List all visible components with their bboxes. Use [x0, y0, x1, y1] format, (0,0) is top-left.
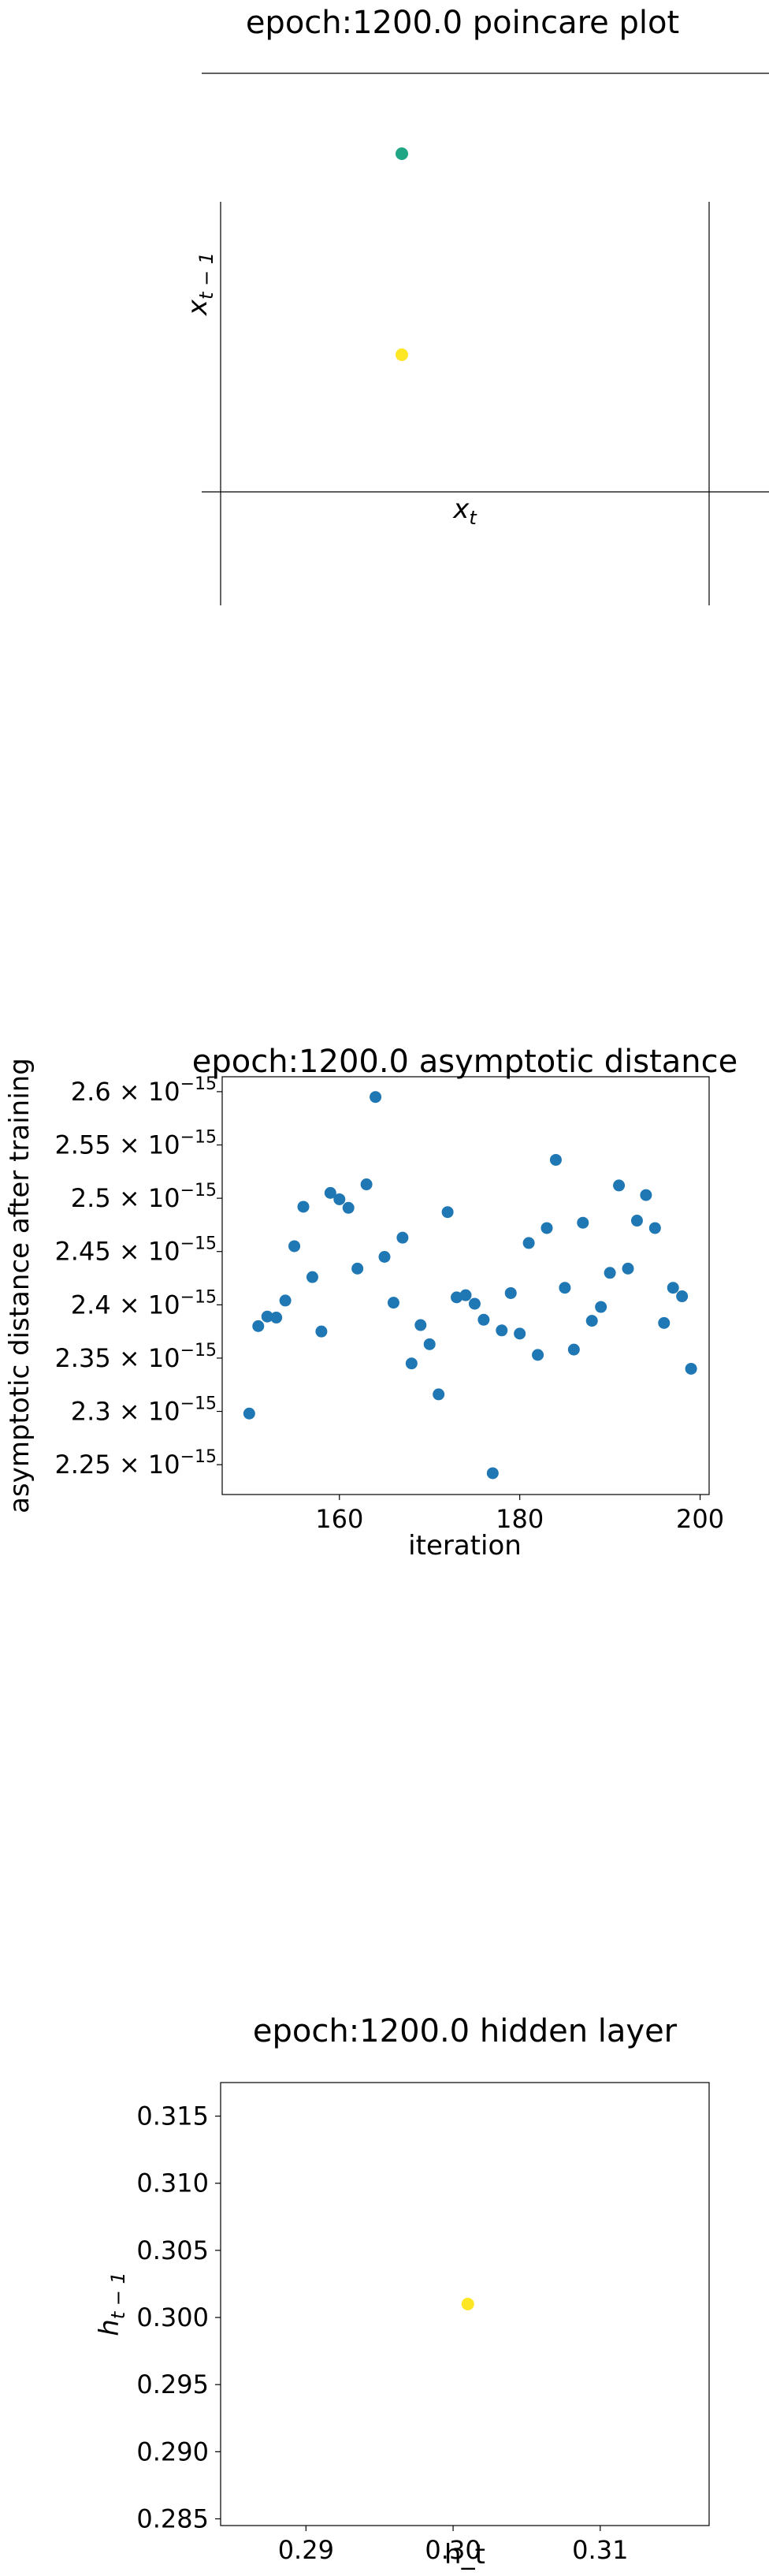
asymptotic-distance-chart: epoch:1200.0 asymptotic distance 2.25 × … [4, 1044, 737, 1562]
asym-point [315, 1325, 328, 1338]
asym-point [585, 1315, 598, 1327]
asym-point [549, 1153, 562, 1166]
hidden-y-ticks: 0.285 0.290 0.295 0.300 0.305 0.310 0.315 [136, 2101, 221, 2533]
asym-point [567, 1343, 580, 1356]
asym-xtick-label-2: 200 [676, 1504, 724, 1534]
asym-ytick-label-6: 2.55 × 10−15 [54, 1128, 217, 1160]
hid-ytick-label-4: 0.305 [136, 2235, 209, 2265]
asym-point [477, 1313, 490, 1326]
asym-point [658, 1316, 671, 1329]
asym-ytick-label-0: 2.25 × 10−15 [54, 1447, 217, 1480]
asym-point [496, 1324, 508, 1337]
asym-point [396, 1231, 409, 1244]
asym-point [252, 1320, 265, 1332]
asym-point [261, 1310, 273, 1323]
hidden-title: epoch:1200.0 hidden layer [253, 2013, 678, 2049]
asym-point [604, 1267, 616, 1279]
poincare-plot: epoch:1200.0 poincare plot xt xt − 1 [182, 5, 769, 605]
asym-point [333, 1193, 346, 1205]
poincare-point-1 [396, 348, 408, 361]
asym-xtick-label-1: 180 [496, 1504, 544, 1534]
asym-point [595, 1301, 607, 1313]
asym-point [297, 1201, 310, 1213]
asym-point [414, 1319, 427, 1331]
poincare-xlabel: xt [452, 493, 477, 529]
asym-point [559, 1282, 571, 1294]
asym-point [486, 1467, 499, 1480]
hid-ytick-label-3: 0.300 [136, 2302, 209, 2332]
hid-xtick-label-1: 0.30 [425, 2535, 481, 2565]
hidden-ylabel: ht − 1 [94, 2272, 129, 2336]
hidden-points [461, 2298, 474, 2310]
asym-point [405, 1357, 418, 1370]
asym-point [270, 1312, 283, 1324]
poincare-points [396, 147, 408, 361]
asym-ytick-label-5: 2.5 × 10−15 [71, 1181, 217, 1213]
asym-point [306, 1271, 318, 1283]
hidden-plot-frame [220, 2082, 710, 2526]
asym-point [468, 1297, 481, 1310]
asym-point [370, 1091, 382, 1104]
asym-point [441, 1206, 454, 1219]
asym-point [541, 1222, 553, 1234]
asymptotic-points [243, 1091, 697, 1480]
asym-point [532, 1349, 544, 1361]
asym-point [243, 1407, 255, 1420]
hid-ytick-label-5: 0.310 [136, 2168, 209, 2198]
asym-point [667, 1282, 679, 1294]
asym-point [459, 1289, 472, 1301]
asym-ytick-label-4: 2.45 × 10−15 [54, 1234, 217, 1267]
hid-ytick-label-1: 0.290 [136, 2436, 209, 2466]
asym-point [360, 1178, 373, 1191]
asym-ytick-label-2: 2.35 × 10−15 [54, 1341, 217, 1373]
asym-point [514, 1327, 526, 1340]
hidden-x-ticks: 0.29 0.30 0.31 [278, 2526, 628, 2565]
asymptotic-y-ticks: 2.25 × 10−15 2.3 × 10−15 2.35 × 10−15 2.4 ×… [54, 1074, 222, 1480]
hid-xtick-label-2: 0.31 [572, 2535, 628, 2565]
hid-ytick-label-6: 0.315 [136, 2101, 209, 2131]
asym-point [324, 1186, 336, 1199]
asym-point [433, 1388, 445, 1401]
asymptotic-x-ticks: 160 180 200 [315, 1495, 724, 1534]
asym-ytick-label-7: 2.6 × 10−15 [71, 1074, 217, 1107]
asymptotic-plot-frame [221, 1076, 710, 1495]
hid-xtick-label-0: 0.29 [278, 2535, 334, 2565]
asym-point [378, 1250, 391, 1263]
asym-point [288, 1240, 301, 1253]
asym-point [423, 1338, 436, 1350]
hidden-xlabel: h_t [444, 2539, 485, 2570]
asym-point [622, 1262, 634, 1275]
asym-point [640, 1189, 652, 1201]
asym-point [504, 1286, 517, 1299]
hid-ytick-label-0: 0.285 [136, 2503, 209, 2533]
hidden-layer-chart: epoch:1200.0 hidden layer 0.285 0.290 0.29… [94, 2013, 710, 2570]
poincare-ylabel: xt − 1 [182, 252, 217, 316]
asym-point [613, 1179, 626, 1192]
poincare-point-0 [396, 147, 408, 160]
asym-point [522, 1237, 535, 1249]
asym-point [279, 1294, 292, 1307]
asym-point [342, 1201, 355, 1214]
asym-point [648, 1222, 661, 1234]
asym-point [387, 1297, 399, 1309]
asym-point [676, 1290, 689, 1303]
poincare-title: epoch:1200.0 poincare plot [246, 5, 679, 41]
asym-ytick-label-1: 2.3 × 10−15 [71, 1394, 217, 1427]
asym-xtick-label-0: 160 [315, 1504, 363, 1534]
asym-ytick-label-3: 2.4 × 10−15 [71, 1287, 217, 1320]
asymptotic-ylabel: asymptotic distance after training [4, 1058, 35, 1513]
hid-point-0 [461, 2298, 474, 2310]
asymptotic-xlabel: iteration [408, 1530, 522, 1562]
asym-point [451, 1291, 463, 1304]
asym-point [630, 1215, 643, 1227]
asym-point [577, 1216, 589, 1229]
asym-point [351, 1262, 364, 1275]
asym-point [685, 1362, 697, 1375]
hid-ytick-label-2: 0.295 [136, 2369, 209, 2399]
asymptotic-title: epoch:1200.0 asymptotic distance [192, 1044, 738, 1080]
